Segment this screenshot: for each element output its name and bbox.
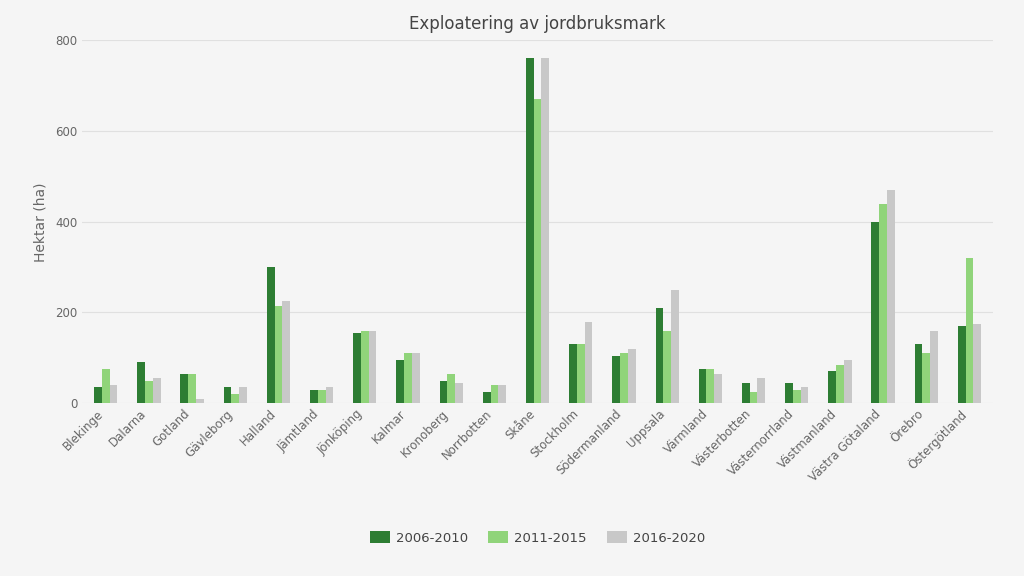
Bar	[267, 267, 274, 403]
Bar	[914, 344, 923, 403]
Bar	[671, 290, 679, 403]
Bar	[621, 353, 628, 403]
Bar	[499, 385, 506, 403]
Bar	[844, 360, 852, 403]
Bar	[974, 324, 981, 403]
Bar	[923, 353, 930, 403]
Bar	[957, 326, 966, 403]
Bar	[439, 381, 447, 403]
Bar	[396, 360, 404, 403]
Bar	[412, 353, 420, 403]
Bar	[758, 378, 765, 403]
Bar	[569, 344, 577, 403]
Bar	[612, 355, 621, 403]
Bar	[231, 394, 240, 403]
Bar	[317, 389, 326, 403]
Bar	[793, 389, 801, 403]
Bar	[585, 321, 593, 403]
Bar	[137, 362, 145, 403]
Bar	[801, 387, 808, 403]
Y-axis label: Hektar (ha): Hektar (ha)	[33, 182, 47, 262]
Bar	[196, 399, 204, 403]
Bar	[283, 301, 290, 403]
Bar	[94, 387, 101, 403]
Bar	[871, 222, 880, 403]
Bar	[664, 331, 671, 403]
Bar	[180, 374, 188, 403]
Bar	[698, 369, 707, 403]
Bar	[110, 385, 118, 403]
Bar	[223, 387, 231, 403]
Bar	[887, 190, 895, 403]
Bar	[455, 383, 463, 403]
Bar	[326, 387, 333, 403]
Bar	[188, 374, 196, 403]
Bar	[153, 378, 161, 403]
Bar	[655, 308, 664, 403]
Bar	[274, 306, 283, 403]
Bar	[240, 387, 247, 403]
Bar	[715, 374, 722, 403]
Bar	[707, 369, 715, 403]
Bar	[828, 372, 836, 403]
Bar	[742, 383, 750, 403]
Bar	[369, 331, 377, 403]
Bar	[836, 365, 844, 403]
Bar	[145, 381, 153, 403]
Bar	[785, 383, 793, 403]
Bar	[534, 99, 542, 403]
Bar	[490, 385, 499, 403]
Bar	[750, 392, 758, 403]
Title: Exploatering av jordbruksmark: Exploatering av jordbruksmark	[410, 15, 666, 33]
Bar	[310, 389, 317, 403]
Bar	[930, 331, 938, 403]
Bar	[482, 392, 490, 403]
Bar	[353, 333, 360, 403]
Bar	[628, 349, 636, 403]
Bar	[447, 374, 455, 403]
Bar	[526, 58, 534, 403]
Legend: 2006-2010, 2011-2015, 2016-2020: 2006-2010, 2011-2015, 2016-2020	[365, 526, 711, 550]
Bar	[404, 353, 412, 403]
Bar	[880, 204, 887, 403]
Bar	[101, 369, 110, 403]
Bar	[360, 331, 369, 403]
Bar	[542, 58, 549, 403]
Bar	[577, 344, 585, 403]
Bar	[966, 258, 974, 403]
